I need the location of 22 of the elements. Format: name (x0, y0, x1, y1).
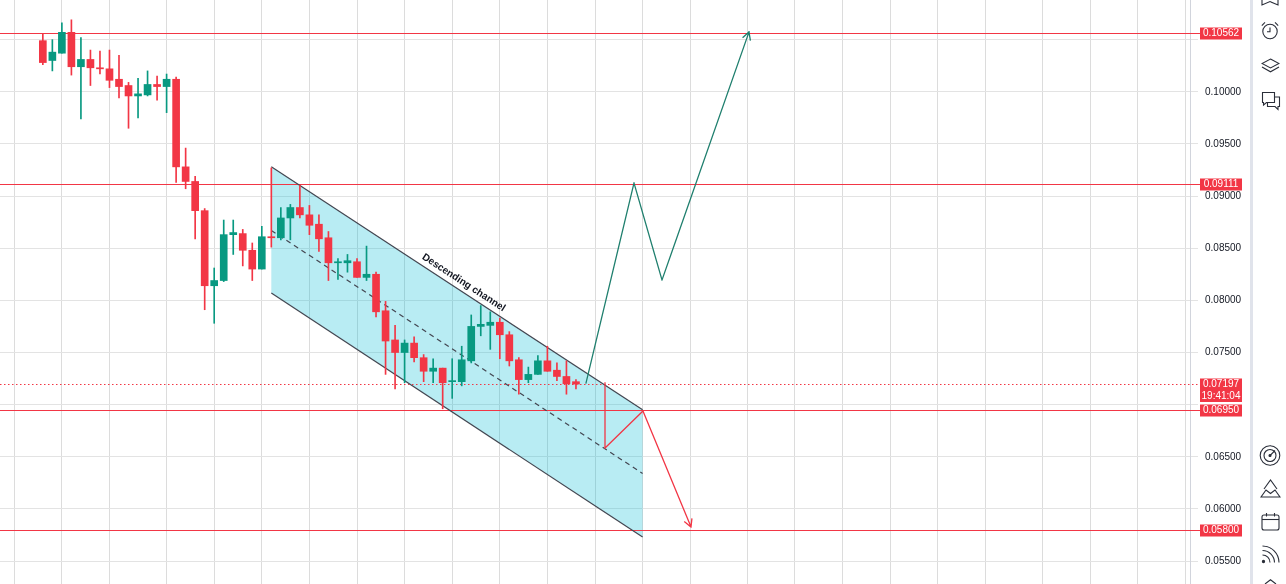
y-tick-label: 0.09500 (1205, 137, 1242, 149)
candlestick (153, 75, 161, 101)
y-tick-label: 0.06000 (1205, 502, 1242, 514)
ref-line-label: 0.06950 (1202, 404, 1240, 416)
candlestick (334, 258, 342, 280)
y-tick-label: 0.09000 (1205, 189, 1242, 201)
y-tick-label: 0.06500 (1205, 450, 1242, 462)
y-tick-label: 0.07500 (1205, 346, 1242, 358)
candlestick (115, 54, 123, 99)
ref-line-label: 0.10562 (1202, 27, 1240, 39)
candlestick (448, 358, 457, 399)
candlestick (77, 37, 85, 120)
y-tick-label: 0.05500 (1205, 554, 1242, 566)
y-tick-label: 0.08000 (1205, 294, 1242, 306)
candlestick (210, 267, 219, 324)
ref-line-label: 0.09111 (1203, 178, 1239, 190)
y-tick-label: 0.08500 (1205, 241, 1242, 253)
candlestick (429, 358, 437, 384)
ref-line-label: 0.07197 19:41:04 (1201, 378, 1241, 401)
ref-line-label: 0.05800 (1202, 524, 1240, 536)
candlestick (96, 50, 104, 75)
y-tick-label: 0.10000 (1205, 85, 1242, 97)
